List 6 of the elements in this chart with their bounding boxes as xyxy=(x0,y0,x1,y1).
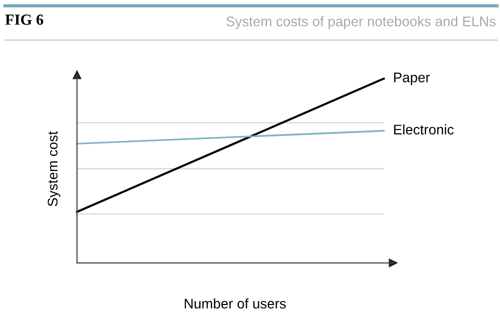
series-label: Electronic xyxy=(394,124,454,135)
chart-title: FIG 6 xyxy=(5,14,44,25)
y-axis-title: System cost xyxy=(48,131,60,206)
chart-subtitle: System costs of paper notebooks and ELNs xyxy=(226,16,496,30)
x-axis-title: Number of users xyxy=(184,298,286,309)
series-label: Paper xyxy=(394,72,430,86)
